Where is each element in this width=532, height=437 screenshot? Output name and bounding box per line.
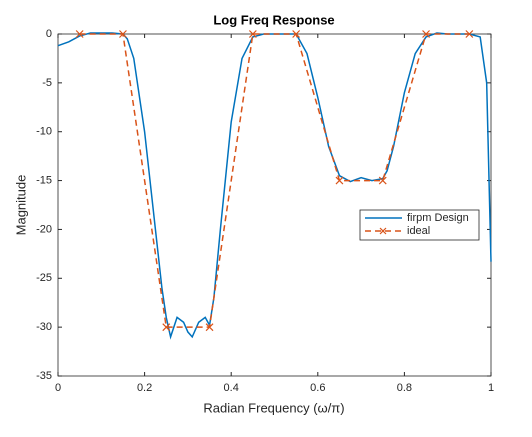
series-line	[79, 33, 470, 328]
y-axis-label: Magnitude	[13, 175, 28, 236]
x-tick-label: 0.2	[137, 382, 152, 394]
x-tick-label: 0.4	[224, 382, 239, 394]
y-tick-label: -20	[36, 223, 52, 235]
marker	[422, 30, 430, 38]
legend-box	[359, 209, 480, 241]
y-tick-label: -30	[36, 321, 52, 333]
marker	[119, 30, 127, 38]
marker	[335, 176, 344, 185]
marker	[162, 323, 171, 332]
marker	[75, 30, 84, 38]
y-tick-label: -5	[42, 77, 52, 89]
legend-marker	[379, 227, 387, 235]
x-tick-label: 0	[55, 382, 61, 394]
marker	[248, 30, 257, 38]
x-tick-label: 1	[488, 382, 494, 394]
marker	[205, 323, 214, 332]
series-line	[57, 32, 492, 340]
y-tick-label: 0	[46, 28, 52, 40]
y-tick-label: -25	[36, 272, 52, 284]
x-tick-label: 0.6	[310, 382, 325, 394]
y-tick-label: -35	[36, 370, 52, 382]
plot-area	[57, 33, 492, 377]
marker	[465, 30, 474, 38]
legend-label: firpm Design	[407, 212, 469, 224]
x-tick-label: 0.8	[397, 382, 412, 394]
legend-label: ideal	[407, 225, 430, 237]
marker	[378, 176, 387, 185]
y-tick-label: -10	[36, 126, 52, 138]
marker	[292, 30, 301, 38]
x-axis-label: Radian Frequency (ω/π)	[203, 400, 344, 415]
y-tick-label: -15	[36, 174, 52, 186]
chart-title: Log Freq Response	[213, 12, 334, 27]
